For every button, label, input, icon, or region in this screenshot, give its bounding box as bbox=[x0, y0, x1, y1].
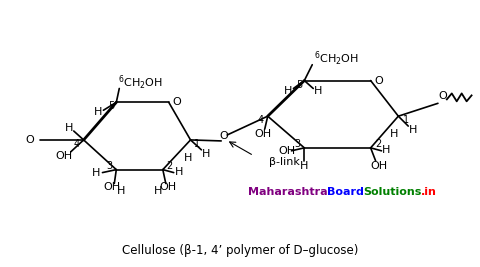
Text: 5: 5 bbox=[108, 101, 114, 111]
Text: H: H bbox=[117, 186, 125, 197]
Text: OH: OH bbox=[104, 182, 120, 193]
Text: Board: Board bbox=[326, 187, 363, 197]
Text: H: H bbox=[313, 87, 322, 96]
Text: OH: OH bbox=[159, 182, 176, 193]
Text: H: H bbox=[389, 129, 398, 139]
Text: H: H bbox=[92, 168, 100, 178]
Text: 2: 2 bbox=[166, 161, 172, 171]
Text: H: H bbox=[174, 167, 182, 176]
Text: 3: 3 bbox=[294, 139, 300, 149]
Text: $^6$CH$_2$OH: $^6$CH$_2$OH bbox=[118, 73, 163, 92]
Text: 4: 4 bbox=[257, 115, 264, 125]
Text: H: H bbox=[184, 153, 192, 163]
Text: H: H bbox=[202, 149, 210, 159]
Text: Solutions: Solutions bbox=[362, 187, 420, 197]
Text: O: O bbox=[26, 135, 35, 145]
Text: O: O bbox=[438, 91, 446, 101]
Text: OH: OH bbox=[277, 146, 294, 156]
Text: Maharashtra: Maharashtra bbox=[247, 187, 327, 197]
Text: H: H bbox=[408, 125, 417, 135]
Text: O: O bbox=[219, 131, 228, 141]
Text: OH: OH bbox=[55, 151, 72, 161]
Text: 3: 3 bbox=[106, 161, 112, 171]
Text: H: H bbox=[300, 161, 308, 171]
Text: Cellulose (β-1, 4’ polymer of D–glucose): Cellulose (β-1, 4’ polymer of D–glucose) bbox=[121, 244, 358, 257]
Text: 2: 2 bbox=[375, 139, 381, 149]
Text: H: H bbox=[94, 107, 102, 117]
Text: 1: 1 bbox=[194, 139, 200, 149]
Text: .in: .in bbox=[420, 187, 436, 197]
Text: β-link: β-link bbox=[268, 157, 299, 167]
Text: H: H bbox=[284, 87, 292, 96]
Text: $^6$CH$_2$OH: $^6$CH$_2$OH bbox=[313, 50, 359, 68]
Text: O: O bbox=[172, 97, 180, 107]
Text: 5: 5 bbox=[296, 80, 302, 89]
Text: OH: OH bbox=[369, 161, 386, 171]
Text: H: H bbox=[382, 145, 390, 155]
Text: 1: 1 bbox=[402, 115, 408, 125]
Text: H: H bbox=[154, 186, 162, 197]
Text: 4: 4 bbox=[73, 139, 80, 149]
Text: OH: OH bbox=[253, 129, 271, 139]
Text: O: O bbox=[373, 76, 382, 85]
Text: H: H bbox=[64, 123, 73, 133]
